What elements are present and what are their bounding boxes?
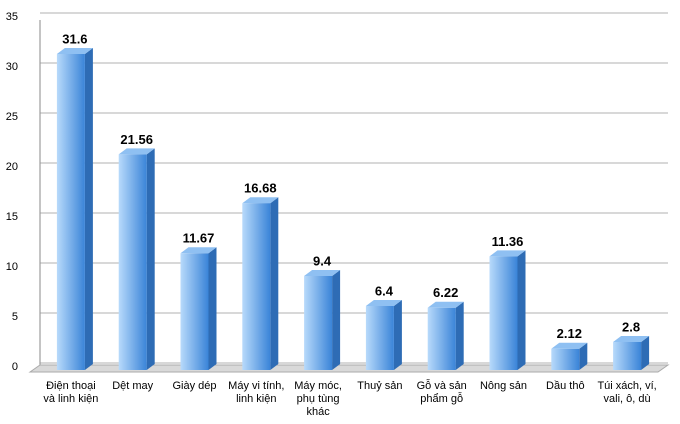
- y-tick-label: 0: [12, 361, 18, 373]
- value-label: 11.67: [183, 231, 215, 246]
- bar-side: [455, 301, 464, 370]
- bar: [304, 276, 333, 370]
- x-tick-label: Thuỷ sản: [357, 380, 403, 392]
- bar-top: [304, 270, 341, 276]
- bar: [242, 203, 271, 370]
- value-label: 31.6: [62, 31, 87, 46]
- bar-side: [393, 300, 402, 370]
- value-label: 11.36: [492, 234, 524, 249]
- value-label: 6.22: [433, 285, 458, 300]
- y-tick-label: 10: [6, 261, 18, 273]
- bar-side: [208, 247, 217, 370]
- x-tick-label: Túi xách, ví, vali, ô, dù: [597, 380, 657, 405]
- bar: [180, 253, 209, 370]
- bar-side: [84, 48, 93, 370]
- bar: [365, 306, 394, 370]
- y-tick-label: 15: [6, 211, 18, 223]
- bar-top: [551, 342, 588, 349]
- bar-top: [242, 197, 279, 204]
- x-tick-label: Máy móc, phụ tùng khác: [294, 380, 342, 418]
- bar: [489, 256, 518, 370]
- value-label: 21.56: [120, 132, 153, 147]
- bar-side: [641, 336, 650, 370]
- x-tick-label: Nông sản: [479, 380, 528, 392]
- bar-side: [270, 197, 279, 370]
- x-tick-label: Máy vi tính, linh kiện: [228, 380, 285, 405]
- bar-top: [180, 247, 217, 254]
- bar: [56, 54, 85, 370]
- x-tick-label: Dệt may: [112, 380, 154, 392]
- x-tick-label: Giày dép: [172, 380, 217, 392]
- x-tick-label: Điện thoại và linh kiện: [43, 380, 99, 405]
- y-tick-label: 30: [6, 61, 18, 73]
- bar-side: [517, 250, 526, 370]
- bar-top: [365, 300, 402, 306]
- bar-side: [146, 148, 155, 370]
- x-tick-label: Gỗ và sản phẩm gỗ: [416, 380, 467, 405]
- value-label: 16.68: [244, 181, 277, 196]
- value-label: 9.4: [313, 253, 332, 268]
- value-label: 2.8: [622, 319, 640, 334]
- bar-top: [427, 301, 464, 308]
- y-tick-label: 20: [6, 161, 18, 173]
- bar: [118, 154, 147, 370]
- bar: [551, 348, 580, 370]
- y-tick-label: 25: [6, 111, 18, 123]
- bar-top: [613, 336, 650, 342]
- bar-side: [332, 270, 341, 370]
- bar-top: [118, 148, 155, 155]
- bar-top: [56, 48, 93, 54]
- bar-side: [579, 342, 588, 370]
- value-label: 6.4: [375, 283, 394, 298]
- bar: [613, 342, 642, 370]
- y-tick-label: 35: [6, 11, 18, 23]
- y-tick-label: 5: [12, 311, 18, 323]
- x-tick-label: Dầu thô: [546, 380, 585, 392]
- bar-top: [489, 250, 526, 257]
- value-label: 2.12: [557, 326, 582, 341]
- bar: [427, 307, 456, 370]
